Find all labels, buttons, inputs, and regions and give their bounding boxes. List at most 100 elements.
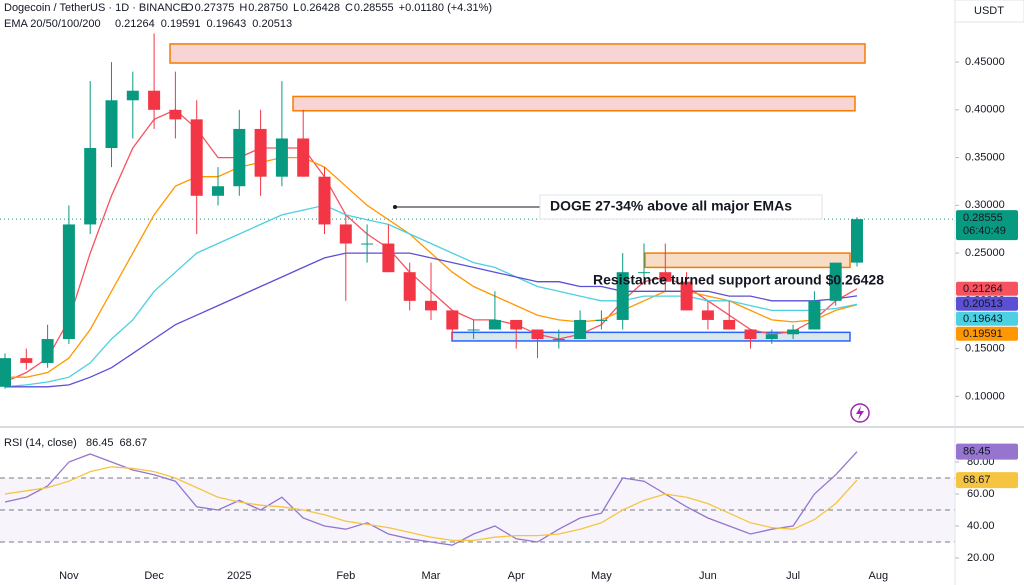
rsi-line bbox=[4, 451, 858, 546]
ema-label: 0.19591 bbox=[963, 328, 1003, 340]
candle-body bbox=[467, 329, 480, 331]
candle-body bbox=[425, 300, 437, 311]
candle-body bbox=[723, 319, 736, 330]
candle-body bbox=[765, 334, 778, 340]
rsi-label: 86.45 bbox=[963, 446, 991, 458]
annotation: DOGE 27-34% above all major EMAs bbox=[550, 198, 792, 214]
rsi-tick-label: 20.00 bbox=[967, 552, 995, 564]
ema-value: 0.19643 bbox=[207, 18, 247, 30]
candle-body bbox=[488, 319, 501, 330]
candles bbox=[0, 33, 863, 389]
candle-body bbox=[595, 319, 608, 321]
candle-body bbox=[446, 310, 459, 330]
quote-label: O bbox=[185, 2, 194, 14]
quote-value: 0.26428 bbox=[300, 2, 340, 14]
alert-icon-bolt bbox=[856, 406, 864, 420]
quote-value: 0.28555 bbox=[354, 2, 394, 14]
currency: USDT bbox=[974, 5, 1004, 17]
header: Dogecoin / TetherUS · 1D · BINANCE EMA 2… bbox=[4, 2, 188, 449]
x-tick-label: Mar bbox=[422, 570, 441, 582]
ema-label-box bbox=[956, 296, 1018, 311]
x-tick-label: Jul bbox=[786, 570, 800, 582]
x-tick-label: Nov bbox=[59, 570, 79, 582]
y-tick-label: 0.40000 bbox=[965, 104, 1005, 116]
countdown: 06:40:49 bbox=[963, 225, 1006, 237]
price-label: 0.28555 bbox=[963, 212, 1003, 224]
quote-change: +0.01180 (+4.31%) bbox=[399, 2, 492, 14]
alert-icon[interactable] bbox=[850, 403, 870, 423]
rsi-tick-label: 60.00 bbox=[967, 488, 995, 500]
zone bbox=[644, 252, 851, 269]
candle-body bbox=[20, 358, 33, 363]
candle-body bbox=[574, 319, 587, 340]
ema-label-box bbox=[956, 326, 1018, 341]
currency-box[interactable] bbox=[954, 0, 1024, 23]
quote-label: L bbox=[293, 2, 299, 14]
quote-label: C bbox=[345, 2, 353, 14]
rsi-tick-label: 40.00 bbox=[967, 520, 995, 532]
candle-body bbox=[851, 219, 863, 263]
x-tick-label: May bbox=[591, 570, 612, 582]
annotation: Resistance turned support around $0.2642… bbox=[593, 272, 884, 288]
y-tick-label: 0.45000 bbox=[965, 56, 1005, 68]
x-tick-label: Aug bbox=[869, 570, 889, 582]
ema-line bbox=[5, 156, 858, 378]
candle-body bbox=[0, 358, 11, 387]
y-tick-label: 0.25000 bbox=[965, 247, 1005, 259]
candle-body bbox=[680, 281, 693, 311]
candle-body bbox=[552, 339, 565, 341]
rsi-value: 68.67 bbox=[120, 437, 148, 449]
ema-label: 0.19643 bbox=[963, 313, 1003, 325]
zone bbox=[169, 43, 866, 64]
candle-body bbox=[62, 224, 75, 340]
y-tick-label: 0.10000 bbox=[965, 390, 1005, 402]
candle-body bbox=[382, 243, 395, 273]
zone bbox=[292, 95, 856, 112]
candle-body bbox=[808, 300, 821, 330]
candle-body bbox=[105, 100, 118, 149]
candle-body bbox=[297, 138, 310, 177]
indicator-label: EMA 20/50/100/200 bbox=[4, 18, 101, 30]
candle-body bbox=[318, 176, 331, 225]
candle-body bbox=[510, 319, 523, 330]
candle-body bbox=[190, 119, 203, 196]
rsi-label-box bbox=[956, 472, 1018, 489]
candle-body bbox=[744, 329, 757, 340]
ema-label: 0.21264 bbox=[963, 283, 1003, 295]
quote-label: H bbox=[239, 2, 247, 14]
quote-value: 0.28750 bbox=[248, 2, 288, 14]
rsi-label-box bbox=[956, 443, 1018, 460]
candle-body bbox=[148, 90, 161, 110]
x-tick-label: Apr bbox=[508, 570, 525, 582]
candle-body bbox=[616, 272, 629, 320]
ema-lines bbox=[4, 109, 858, 388]
candle-body bbox=[275, 138, 288, 177]
candle-body bbox=[169, 109, 182, 120]
candle-body bbox=[787, 329, 800, 335]
x-tick-label: Dec bbox=[144, 570, 164, 582]
ema-value: 0.21264 bbox=[115, 18, 155, 30]
ema-value: 0.19591 bbox=[161, 18, 201, 30]
ema-label: 0.20513 bbox=[963, 298, 1003, 310]
price-label-box bbox=[956, 210, 1018, 241]
candle-body bbox=[212, 186, 224, 196]
candle-body bbox=[403, 272, 416, 301]
rsi-label: 68.67 bbox=[963, 474, 991, 486]
x-tick-label: 2025 bbox=[227, 570, 251, 582]
ema-value: 0.20513 bbox=[252, 18, 292, 30]
candle-body bbox=[361, 243, 374, 245]
candle-body bbox=[531, 329, 544, 340]
ema-label-box bbox=[956, 311, 1018, 326]
rsi-line bbox=[4, 466, 858, 542]
y-tick-label: 0.30000 bbox=[965, 199, 1005, 211]
x-tick-label: Jun bbox=[699, 570, 717, 582]
candle-body bbox=[638, 272, 650, 274]
ema-line bbox=[4, 204, 858, 388]
candle-body bbox=[84, 148, 97, 225]
quote-value: 0.27375 bbox=[195, 2, 235, 14]
ema-label-box bbox=[956, 281, 1018, 296]
x-tick-label: Feb bbox=[336, 570, 355, 582]
candle-body bbox=[339, 224, 352, 244]
